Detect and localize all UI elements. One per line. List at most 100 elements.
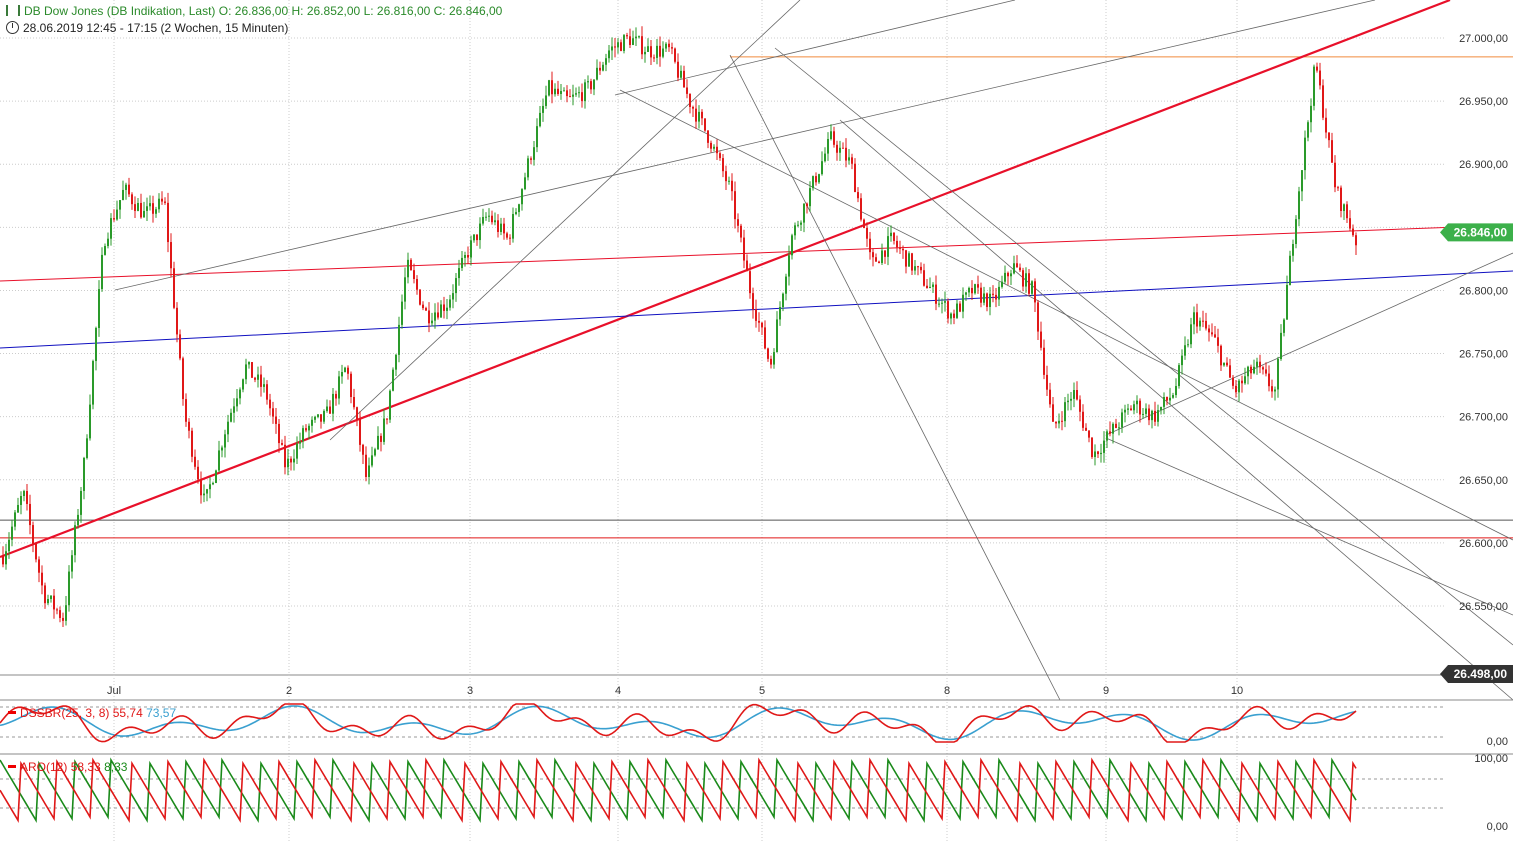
candle-body	[1124, 409, 1126, 413]
price-tick-label: 26.650,00	[1459, 475, 1508, 487]
candle-body	[1352, 228, 1354, 236]
candle-body	[875, 257, 877, 262]
candle-body	[779, 307, 781, 320]
candle-body	[260, 374, 262, 387]
candle-body	[146, 206, 148, 211]
trend-line	[614, 0, 1016, 96]
candle-body	[224, 434, 226, 448]
candle-body	[413, 270, 415, 279]
candle-body	[26, 490, 28, 504]
dss-zero-label: 0,00	[1487, 736, 1508, 748]
candle-body	[452, 293, 454, 300]
candle-body	[86, 438, 88, 458]
candle-body	[1046, 374, 1048, 390]
candle-body	[404, 277, 406, 302]
time-tick-label: 10	[1231, 685, 1243, 697]
candle-body	[1034, 281, 1036, 303]
candle-body	[920, 266, 922, 271]
candle-body	[455, 278, 457, 294]
candle-body	[395, 354, 397, 370]
candle-body	[8, 539, 10, 552]
candle-body	[1022, 270, 1024, 287]
candle-body	[44, 585, 46, 604]
candle-body	[647, 46, 649, 52]
candle-body	[1220, 345, 1222, 366]
price-tick-label: 26.750,00	[1459, 349, 1508, 361]
candle-body	[887, 236, 889, 257]
candle-body	[1196, 312, 1198, 327]
candle-body	[764, 327, 766, 349]
candle-body	[857, 192, 859, 199]
candle-body	[590, 81, 592, 90]
candle-body	[1280, 332, 1282, 360]
candle-body	[557, 88, 559, 94]
aroon-color-swatch	[8, 765, 16, 768]
candle-body	[1004, 272, 1006, 282]
candle-body	[1181, 355, 1183, 366]
candle-body	[296, 443, 298, 459]
candle-body	[1187, 344, 1189, 346]
time-grid	[113, 0, 1238, 842]
candle-body	[332, 393, 334, 414]
candle-body	[239, 389, 241, 399]
aroon-value2: 8,33	[104, 760, 128, 774]
candle-body	[926, 285, 928, 288]
candle-body	[104, 246, 106, 255]
candle-body	[341, 372, 343, 377]
candle-body	[164, 201, 166, 203]
candle-body	[581, 92, 583, 102]
candle-body	[1169, 397, 1171, 401]
candle-body	[35, 543, 37, 560]
candle-body	[833, 131, 835, 145]
candle-body	[350, 373, 352, 398]
candle-body	[230, 412, 232, 422]
candle-body	[911, 253, 913, 271]
candle-body	[38, 559, 40, 573]
candle-body	[1202, 320, 1204, 322]
candle-body	[815, 176, 817, 183]
candle-body	[1058, 420, 1060, 424]
candle-body	[143, 210, 145, 218]
candle-body	[128, 184, 130, 195]
candle-body	[281, 443, 283, 445]
trend-line	[1105, 252, 1513, 436]
price-tick-label: 27.000,00	[1459, 33, 1508, 45]
candle-body	[806, 203, 808, 207]
candle-body	[1163, 397, 1165, 407]
candle-body	[1301, 170, 1303, 192]
candle-body	[746, 260, 748, 272]
candle-body	[500, 223, 502, 232]
candle-body	[800, 222, 802, 225]
candle-body	[152, 203, 154, 214]
aroon-legend[interactable]: ARO(12) 58,33 8,33	[8, 760, 127, 774]
candle-body	[668, 43, 670, 48]
candle-body	[1292, 244, 1294, 256]
trend-line	[0, 0, 1451, 559]
candle-body	[776, 319, 778, 353]
candle-body	[416, 278, 418, 290]
candle-body	[1235, 385, 1237, 393]
candle-body	[740, 225, 742, 238]
candle-body	[482, 216, 484, 224]
candle-body	[671, 47, 673, 49]
candle-body	[518, 204, 520, 213]
candle-body	[656, 45, 658, 58]
last-price-badge	[1440, 223, 1513, 242]
candle-body	[1241, 380, 1243, 384]
candle-body	[737, 219, 739, 226]
candle-body	[161, 198, 163, 202]
candle-body	[515, 212, 517, 215]
candle-body	[863, 219, 865, 228]
candle-body	[707, 130, 709, 143]
candle-body	[617, 42, 619, 48]
candle-body	[794, 225, 796, 236]
dss-legend[interactable]: DSSBR(25, 3, 8) 55,74 73,57	[8, 706, 176, 720]
candle-body	[1247, 366, 1249, 377]
candle-body	[335, 393, 337, 399]
candle-body	[56, 609, 58, 611]
candle-body	[809, 188, 811, 207]
candle-body	[872, 252, 874, 258]
trend-lines	[0, 0, 1513, 701]
candle-body	[293, 458, 295, 463]
